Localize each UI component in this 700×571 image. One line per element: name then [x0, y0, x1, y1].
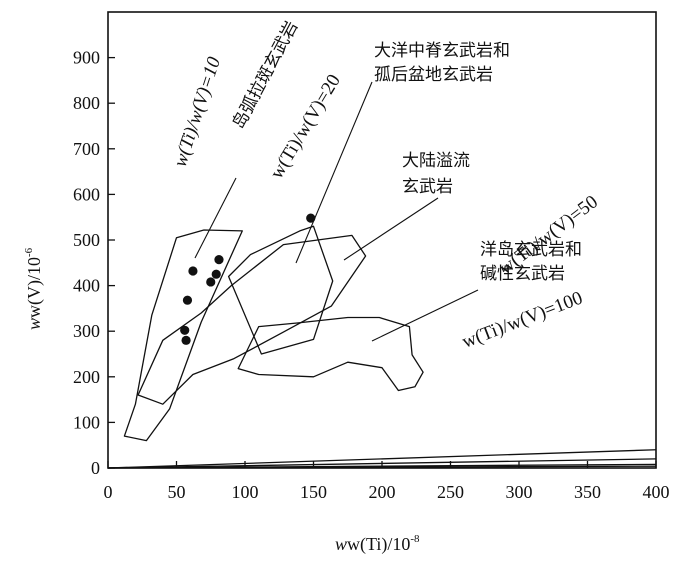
y-axis-title-exponent: -6 [23, 247, 35, 257]
x-tick-label: 150 [300, 482, 327, 502]
y-tick-label: 500 [73, 230, 100, 250]
x-tick-label: 50 [168, 482, 186, 502]
leader-line-0 [194, 177, 237, 259]
data-point [181, 335, 191, 345]
data-point [214, 255, 224, 265]
x-axis-ticks: 0 50 100 150 200 250 300 350 400 [104, 461, 670, 502]
field-label-oib-line1: 洋岛玄武岩和 [480, 240, 582, 260]
y-tick-label: 200 [73, 367, 100, 387]
field-label-morb-line2: 孤后盆地玄武岩 [374, 65, 493, 85]
data-point [206, 277, 216, 287]
label-leader-lines [194, 81, 479, 342]
y-tick-label: 700 [73, 139, 100, 159]
y-tick-label: 100 [73, 412, 100, 432]
field-label-oib-line2: 碱性玄武岩 [480, 264, 565, 284]
field-polygon-0 [123, 229, 243, 442]
leader-line-3 [371, 289, 479, 342]
field-label-island-arc: 岛弧拉斑玄武岩 [229, 18, 303, 132]
y-tick-label: 0 [91, 458, 100, 478]
data-point [306, 213, 316, 223]
field-polygon-2 [227, 225, 334, 355]
x-tick-label: 250 [437, 482, 464, 502]
ratio-100-label: w(Ti)/w(V)=100 [459, 287, 585, 352]
x-axis-title: ww(Ti)/10-8 [335, 533, 420, 555]
field-label-cfb-line1: 大陆溢流 [402, 151, 470, 171]
field-polygons [123, 225, 424, 442]
y-axis-ticks: 0 100 200 300 400 500 600 700 800 900 [73, 48, 115, 478]
x-tick-label: 300 [506, 482, 533, 502]
field-label-morb-line1: 大洋中脊玄武岩和 [374, 41, 510, 61]
y-tick-label: 400 [73, 276, 100, 296]
x-tick-label: 400 [643, 482, 670, 502]
y-tick-label: 300 [73, 321, 100, 341]
data-point [211, 269, 221, 279]
data-point [182, 295, 193, 305]
x-tick-label: 0 [104, 482, 113, 502]
data-points [180, 213, 316, 345]
ratio-line-10 [107, 449, 657, 469]
y-axis-title-main: w(V)/10 [24, 257, 45, 318]
data-point [180, 325, 190, 335]
x-tick-label: 350 [574, 482, 601, 502]
data-point [188, 266, 198, 276]
y-axis-title: ww(V)/10-6 [23, 247, 45, 330]
y-tick-label: 600 [73, 184, 100, 204]
ratio-20-label: w(Ti)/w(V)=20 [266, 71, 345, 183]
leader-line-2 [343, 197, 439, 261]
leader-line-1 [295, 81, 373, 264]
y-tick-label: 800 [73, 93, 100, 113]
x-tick-label: 200 [369, 482, 396, 502]
field-polygon-1 [137, 234, 367, 405]
field-label-cfb-line2: 玄武岩 [402, 177, 453, 197]
x-axis-title-main: w(Ti)/10 [347, 534, 410, 555]
ratio-10-label: w(Ti)/w(V)=10 [170, 54, 225, 170]
x-axis-title-exponent: -8 [410, 533, 420, 545]
field-polygon-3 [237, 316, 424, 392]
x-tick-label: 100 [232, 482, 259, 502]
y-tick-label: 900 [73, 48, 100, 68]
